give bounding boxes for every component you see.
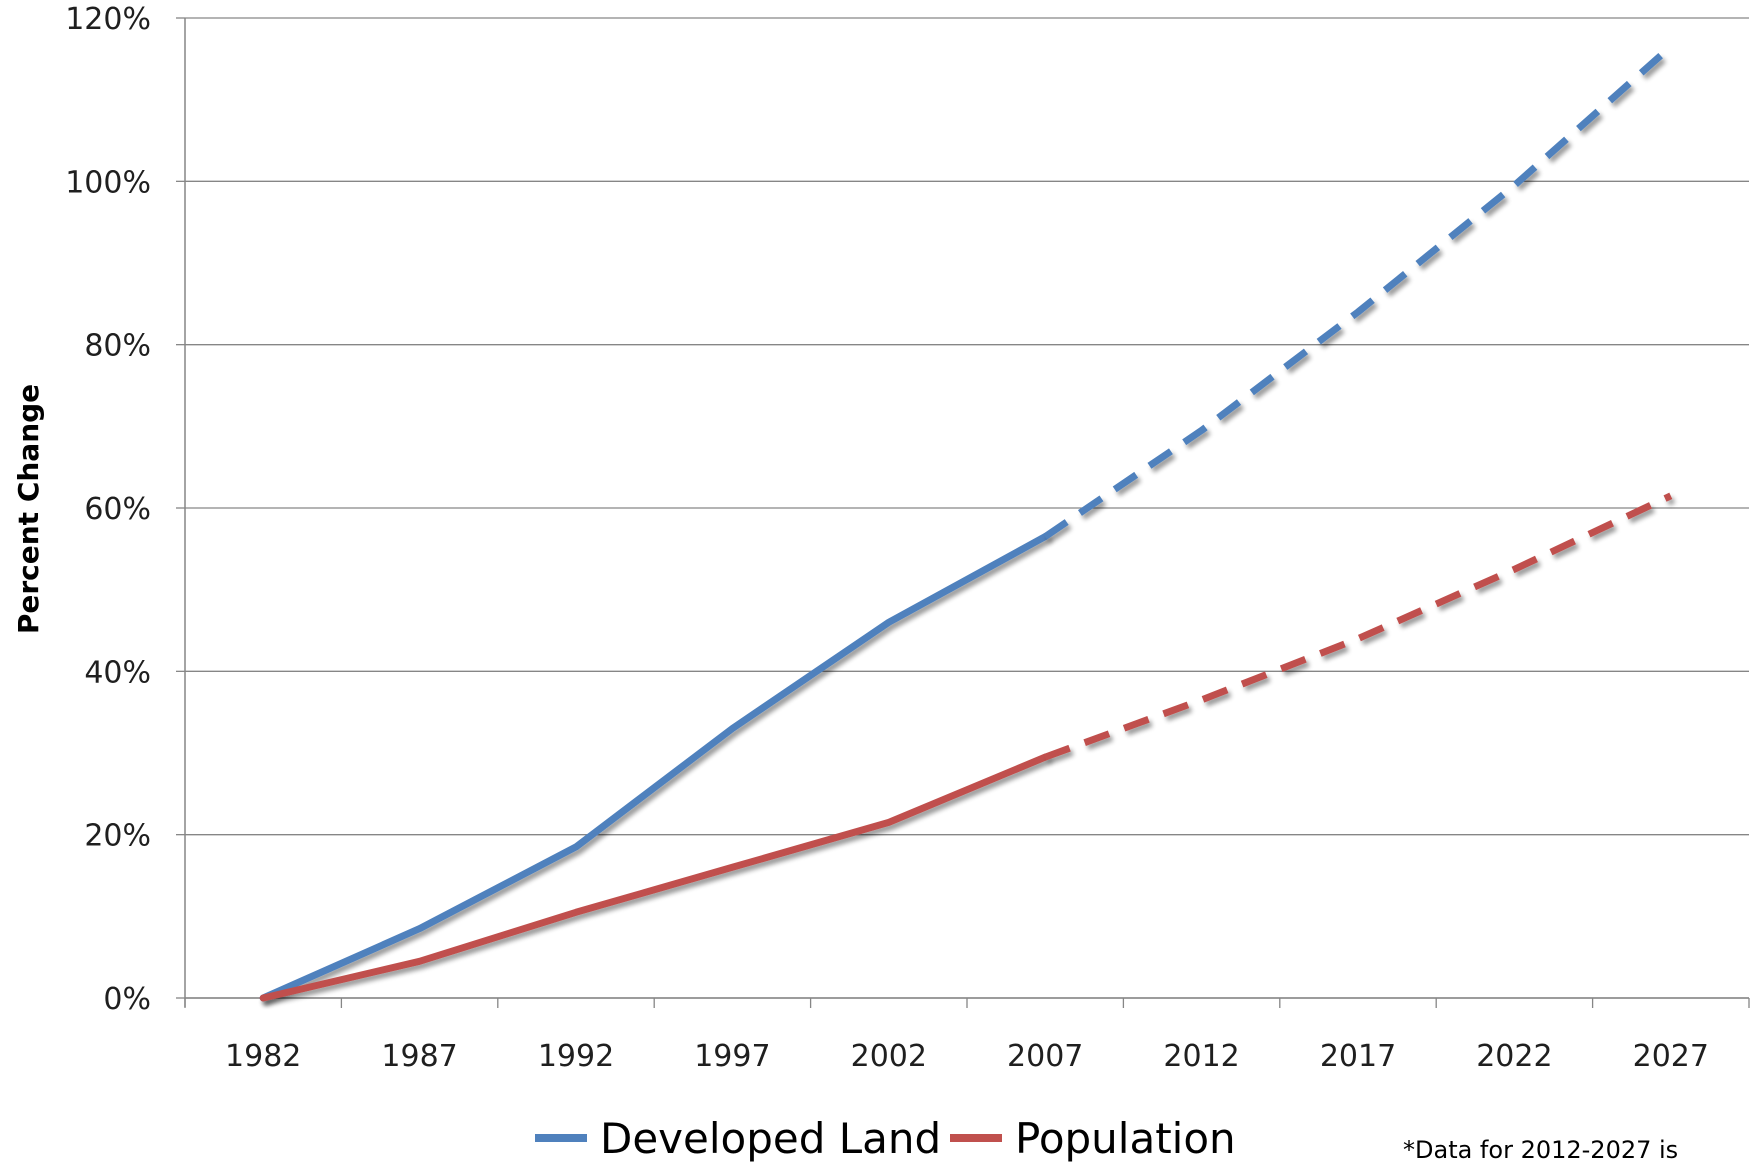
tick-labels: 0% 20% 40% 60% 80% 100% 120% 1982 1987 1992 1997 20… xyxy=(65,2,1709,1074)
y-tick-label: 60% xyxy=(84,492,151,527)
y-tick-label: 100% xyxy=(65,165,151,200)
x-tick-label: 2017 xyxy=(1320,1039,1396,1074)
y-tick-label: 40% xyxy=(84,655,151,690)
x-tick-label: 2027 xyxy=(1633,1039,1709,1074)
x-tick-label: 1987 xyxy=(381,1039,457,1074)
x-tick-label: 2012 xyxy=(1163,1039,1239,1074)
legend: Developed Land Population xyxy=(535,1114,1236,1162)
x-tick-label: 2002 xyxy=(851,1039,927,1074)
legend-label-population: Population xyxy=(1015,1114,1236,1162)
gridlines xyxy=(185,17,1749,999)
x-tick-label: 1982 xyxy=(225,1039,301,1074)
y-tick-label: 20% xyxy=(84,819,151,854)
series-line-developed-land-actual xyxy=(259,533,1049,1002)
series-line-developed-land-projected xyxy=(1043,43,1674,540)
series-line-population-projected xyxy=(1043,492,1673,761)
y-axis-title: Percent Change xyxy=(12,384,45,634)
y-tick-label: 120% xyxy=(65,2,151,37)
plot-area xyxy=(259,43,1674,1002)
series-line-population-actual xyxy=(259,753,1049,1002)
axes xyxy=(176,17,1750,1008)
y-tick-label: 80% xyxy=(84,329,151,364)
legend-label-developed-land: Developed Land xyxy=(600,1114,941,1162)
x-tick-label: 2007 xyxy=(1007,1039,1083,1074)
x-tick-label: 1992 xyxy=(538,1039,614,1074)
footnote: *Data for 2012-2027 is xyxy=(1403,1136,1678,1162)
y-tick-label: 0% xyxy=(103,982,151,1017)
x-tick-label: 1997 xyxy=(694,1039,770,1074)
x-tick-label: 2022 xyxy=(1476,1039,1552,1074)
